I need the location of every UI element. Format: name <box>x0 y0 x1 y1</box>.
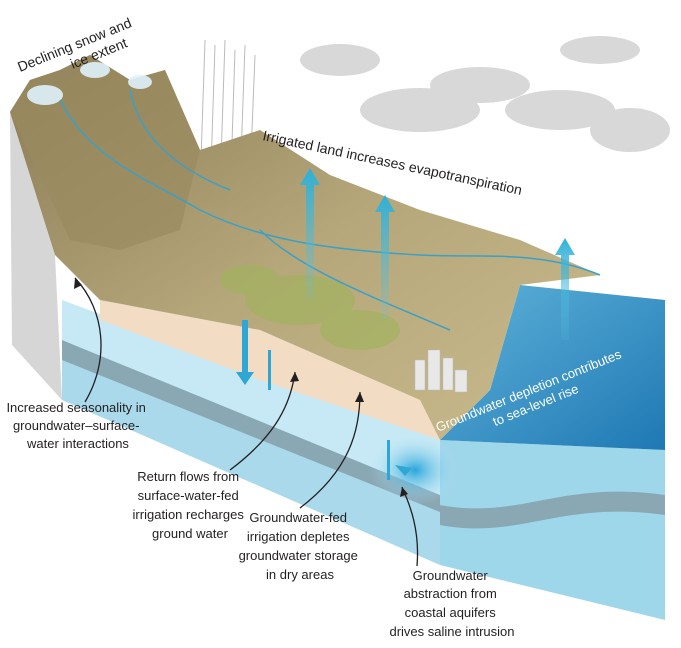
snow <box>27 62 152 105</box>
label-line: Groundwater-fed <box>249 510 347 525</box>
rivers <box>59 89 601 331</box>
label-line: ground water <box>152 526 229 541</box>
sea-top <box>440 285 665 450</box>
label-line: Groundwater <box>413 568 489 583</box>
sea-front <box>440 440 665 620</box>
label-line: groundwater storage <box>239 548 358 563</box>
label-line: Return flows from <box>137 469 239 484</box>
pointer-heads <box>74 278 408 497</box>
label: Increased seasonality in groundwater–sur… <box>6 400 149 451</box>
label-line: drives saline intrusion <box>389 624 514 639</box>
label-line: groundwater–surface- <box>13 418 139 433</box>
mountains <box>10 55 200 250</box>
clouds <box>300 36 670 152</box>
city <box>414 349 468 393</box>
label: Groundwater-fed irrigation depletes grou… <box>239 510 362 582</box>
label-line: irrigation depletes <box>247 529 350 544</box>
cliff-wall <box>10 112 62 400</box>
label-line: irrigation recharges <box>133 507 245 522</box>
label-line: abstraction from <box>404 586 497 601</box>
label-line: Increased seasonality in <box>6 400 145 415</box>
saline-intrusion <box>370 435 460 505</box>
vegetation <box>220 265 400 350</box>
label: Groundwater abstraction from coastal aqu… <box>389 568 514 639</box>
label-line: coastal aquifers <box>405 605 497 620</box>
evapotranspiration-arrows <box>300 168 575 340</box>
gray-band <box>62 340 440 512</box>
label-line: water interactions <box>26 436 129 451</box>
label-line: in dry areas <box>266 567 334 582</box>
label-line: surface-water-fed <box>138 488 239 503</box>
aquifer <box>62 300 440 495</box>
recharge-arrows <box>236 320 412 480</box>
label: Return flows from surface-water-fed irri… <box>133 469 248 541</box>
sea-band <box>440 491 665 529</box>
